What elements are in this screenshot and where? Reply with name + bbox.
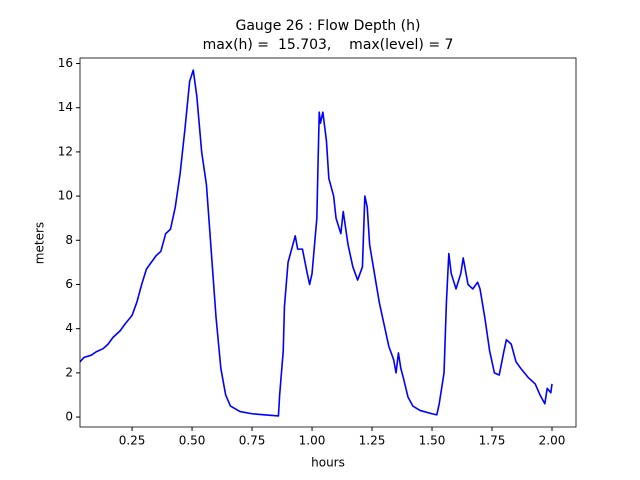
x-tick-label: 1.75 bbox=[479, 434, 506, 448]
x-tick-label: 0.75 bbox=[239, 434, 266, 448]
x-tick-label: 2.00 bbox=[539, 434, 566, 448]
y-tick-label: 14 bbox=[58, 100, 73, 114]
chart-title: Gauge 26 : Flow Depth (h) bbox=[236, 18, 421, 34]
x-tick-label: 1.50 bbox=[419, 434, 446, 448]
plot-frame bbox=[79, 57, 577, 428]
chart-subtitle: max(h) = 15.703, max(level) = 7 bbox=[203, 37, 454, 53]
y-tick-label: 8 bbox=[65, 233, 73, 247]
y-tick-label: 0 bbox=[65, 410, 73, 424]
y-tick-label: 4 bbox=[65, 321, 73, 335]
x-tick-label: 1.00 bbox=[299, 434, 326, 448]
y-tick-label: 12 bbox=[58, 144, 73, 158]
x-tick-label: 0.50 bbox=[179, 434, 206, 448]
y-tick-label: 6 bbox=[65, 277, 73, 291]
y-axis-label: meters bbox=[33, 222, 47, 264]
y-tick-label: 2 bbox=[65, 365, 73, 379]
x-tick-label: 1.25 bbox=[359, 434, 386, 448]
x-axis-label: hours bbox=[311, 456, 345, 470]
y-tick-label: 10 bbox=[58, 189, 73, 203]
x-tick-label: 0.25 bbox=[119, 434, 146, 448]
y-tick-label: 16 bbox=[58, 56, 73, 70]
data-line bbox=[79, 69, 553, 417]
